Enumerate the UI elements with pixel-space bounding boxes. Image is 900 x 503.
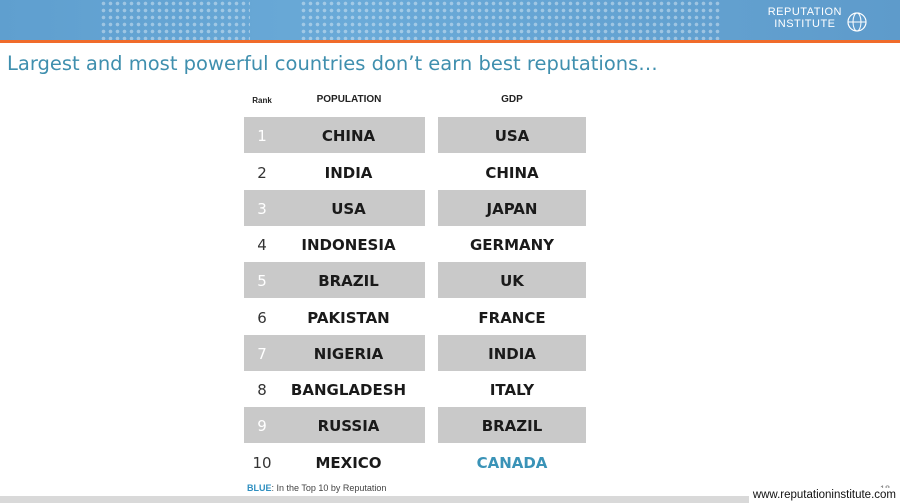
gdp-cell: CHINA [438,154,586,190]
population-country: PAKISTAN [307,309,390,327]
rank-number: 8 [257,381,267,399]
population-cell: INDIA [244,154,425,190]
rank-number: 7 [257,345,267,363]
gdp-country: BRAZIL [481,417,543,435]
world-map-dots-left [100,0,250,40]
rank-number: 3 [257,200,267,218]
footnote-key: BLUE [247,483,272,493]
gdp-country: ITALY [489,381,535,399]
gdp-country: UK [500,272,524,290]
population-cell: RUSSIA [244,407,425,443]
gdp-cell: USA [438,117,586,153]
rank-number: 6 [257,309,267,327]
logo-line1: REPUTATION [767,6,842,18]
gdp-cell: JAPAN [438,190,586,226]
rank-number: 10 [252,454,272,472]
rank-number: 9 [257,417,267,435]
gdp-cell: UK [438,262,586,298]
population-country: BANGLADESH [290,381,407,399]
gdp-cell: ITALY [438,371,586,407]
population-cell: PAKISTAN [244,299,425,335]
logo-line2: INSTITUTE [774,18,836,30]
rank-header: Rank [252,96,272,105]
gdp-country: FRANCE [478,309,546,327]
website-url: www.reputationinstitute.com [748,488,900,503]
population-country: CHINA [321,127,376,145]
reputation-institute-logo: REPUTATION INSTITUTE [767,6,872,32]
population-country: RUSSIA [317,417,380,435]
gdp-country: JAPAN [486,200,538,218]
footnote-text: : In the Top 10 by Reputation [271,483,387,493]
gdp-country: INDIA [488,345,536,363]
rank-number: 1 [257,127,267,145]
population-cell: NIGERIA [244,335,425,371]
bottom-bar [0,496,900,503]
gdp-cell: GERMANY [438,226,586,262]
gdp-country: CANADA [476,454,548,472]
population-country: INDIA [324,164,373,182]
footnote: BLUE: In the Top 10 by Reputation [247,483,386,493]
globe-icon [847,12,867,32]
gdp-cell: FRANCE [438,299,586,335]
world-map-dots-mid [300,0,420,40]
population-cell: BANGLADESH [244,371,425,407]
population-cell: BRAZIL [244,262,425,298]
population-header: POPULATION [316,94,382,105]
slide-title: Largest and most powerful countries don’… [7,52,658,75]
population-cell: INDONESIA [244,226,425,262]
gdp-cell: CANADA [438,444,586,480]
gdp-cell: INDIA [438,335,586,371]
gdp-country: CHINA [485,164,539,182]
population-country: MEXICO [315,454,382,472]
population-country: NIGERIA [313,345,384,363]
rank-number: 2 [257,164,267,182]
population-cell: CHINA [244,117,425,153]
rank-number: 5 [257,272,267,290]
population-country: BRAZIL [318,272,379,290]
population-cell: USA [244,190,425,226]
world-map-dots-right [420,0,720,40]
gdp-header: GDP [501,94,523,105]
population-cell: MEXICO [244,444,425,480]
header-banner: REPUTATION INSTITUTE [0,0,900,43]
gdp-country: USA [494,127,530,145]
population-country: INDONESIA [301,236,396,254]
gdp-cell: BRAZIL [438,407,586,443]
population-country: USA [331,200,366,218]
rank-number: 4 [257,236,267,254]
gdp-country: GERMANY [469,236,555,254]
